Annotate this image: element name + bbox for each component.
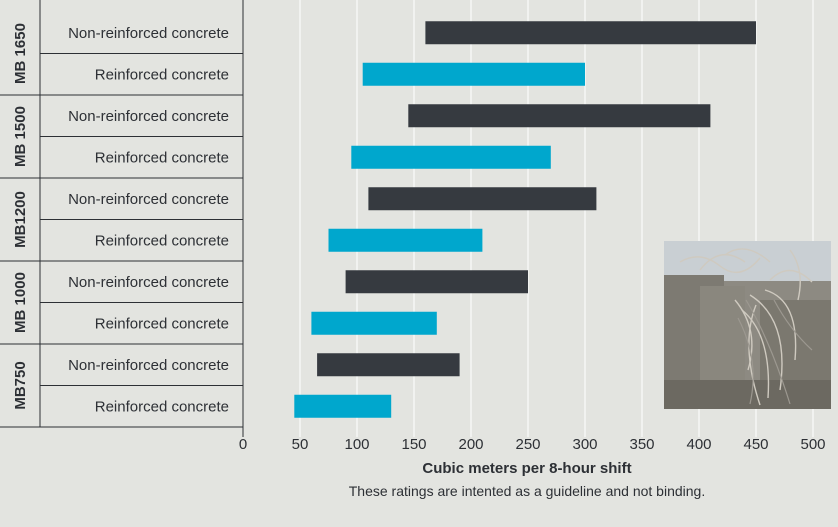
bar-reinforced bbox=[294, 394, 392, 418]
x-tick-label: 300 bbox=[572, 436, 597, 453]
x-tick-label: 100 bbox=[344, 436, 369, 453]
category-label: Non-reinforced concrete bbox=[68, 191, 229, 208]
bar-non-reinforced bbox=[368, 187, 597, 211]
bar-non-reinforced bbox=[317, 353, 460, 377]
x-tick-label: 500 bbox=[800, 436, 825, 453]
footnote: These ratings are intented as a guidelin… bbox=[349, 483, 705, 499]
bar-non-reinforced bbox=[345, 270, 528, 294]
x-tick-label: 350 bbox=[629, 436, 654, 453]
x-tick-label: 50 bbox=[292, 436, 309, 453]
demolished-concrete-photo bbox=[664, 241, 831, 409]
category-label: Non-reinforced concrete bbox=[68, 108, 229, 125]
group-label: MB1200 bbox=[12, 191, 29, 248]
x-tick-label: 450 bbox=[743, 436, 768, 453]
bar-reinforced bbox=[328, 228, 483, 252]
x-tick-label: 150 bbox=[401, 436, 426, 453]
category-label: Reinforced concrete bbox=[95, 398, 229, 415]
group-label: MB 1000 bbox=[12, 272, 29, 333]
bars bbox=[294, 21, 756, 418]
x-axis-title: Cubic meters per 8-hour shift bbox=[422, 460, 631, 477]
bar-non-reinforced bbox=[408, 104, 711, 128]
group-label: MB 1500 bbox=[12, 106, 29, 167]
group-label: MB750 bbox=[12, 361, 29, 409]
category-label: Reinforced concrete bbox=[95, 66, 229, 83]
label-frame bbox=[0, 0, 244, 437]
category-label: Reinforced concrete bbox=[95, 149, 229, 166]
category-label: Reinforced concrete bbox=[95, 315, 229, 332]
category-label: Non-reinforced concrete bbox=[68, 274, 229, 291]
x-axis: 0 50 100 150 200 250 300 350 400 450 500 Cubic met… bbox=[239, 436, 826, 499]
category-label: Reinforced concrete bbox=[95, 232, 229, 249]
x-tick-label: 400 bbox=[686, 436, 711, 453]
bar-non-reinforced bbox=[425, 21, 756, 45]
bar-reinforced bbox=[362, 62, 585, 86]
bar-reinforced bbox=[351, 145, 551, 169]
group-label: MB 1650 bbox=[12, 23, 29, 84]
category-label: Non-reinforced concrete bbox=[68, 357, 229, 374]
x-tick-label: 0 bbox=[239, 436, 247, 453]
x-tick-label: 250 bbox=[515, 436, 540, 453]
x-tick-label: 200 bbox=[458, 436, 483, 453]
labels: MB 1650 Non-reinforced concrete Reinforced… bbox=[12, 23, 229, 415]
category-label: Non-reinforced concrete bbox=[68, 25, 229, 42]
bar-reinforced bbox=[311, 311, 437, 335]
x-tick-labels: 0 50 100 150 200 250 300 350 400 450 500 bbox=[239, 436, 826, 453]
